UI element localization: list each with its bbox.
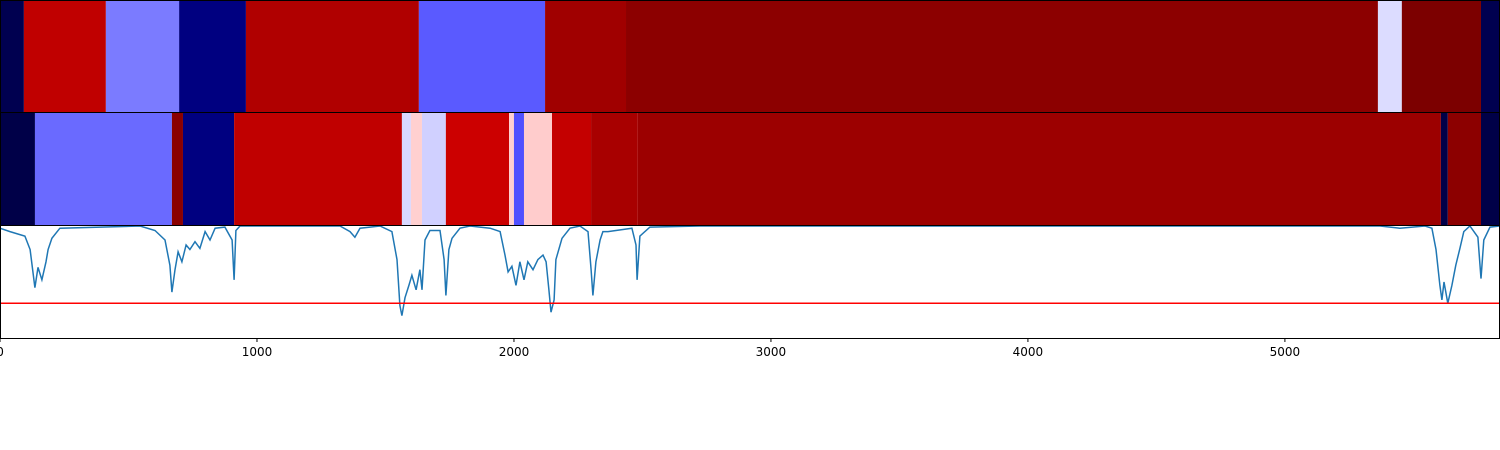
segment: [1401, 1, 1481, 112]
segment: [179, 1, 246, 112]
segment: [1480, 1, 1500, 112]
segment: [509, 113, 514, 225]
x-tick-label: 2000: [499, 345, 530, 359]
segment: [418, 1, 546, 112]
segment: [591, 113, 638, 225]
segment: [171, 113, 183, 225]
x-tick-label: 0: [0, 345, 4, 359]
x-tick-label: 5000: [1270, 345, 1301, 359]
segment: [637, 113, 1441, 225]
segment: [34, 113, 172, 225]
segment: [513, 113, 524, 225]
data-line: [0, 224, 1500, 316]
segment: [421, 113, 446, 225]
segment: [234, 113, 402, 225]
segment: [105, 1, 180, 112]
x-tick-label: 1000: [242, 345, 273, 359]
segment: [410, 113, 422, 225]
segment: [245, 1, 419, 112]
segment: [545, 1, 627, 112]
x-tick-label: 3000: [756, 345, 787, 359]
segment: [445, 113, 510, 225]
segment: [626, 1, 1378, 112]
segment: [1447, 113, 1481, 225]
segment: [1377, 1, 1402, 112]
x-tick-label: 4000: [1013, 345, 1044, 359]
segment: [523, 113, 552, 225]
segment: [0, 1, 24, 112]
panel-frame: [0, 225, 1500, 339]
segment: [1440, 113, 1448, 225]
segment: [0, 113, 35, 225]
segment: [1480, 113, 1500, 225]
segment: [182, 113, 235, 225]
segment: [23, 1, 106, 112]
segment: [401, 113, 411, 225]
segment: [551, 113, 592, 225]
